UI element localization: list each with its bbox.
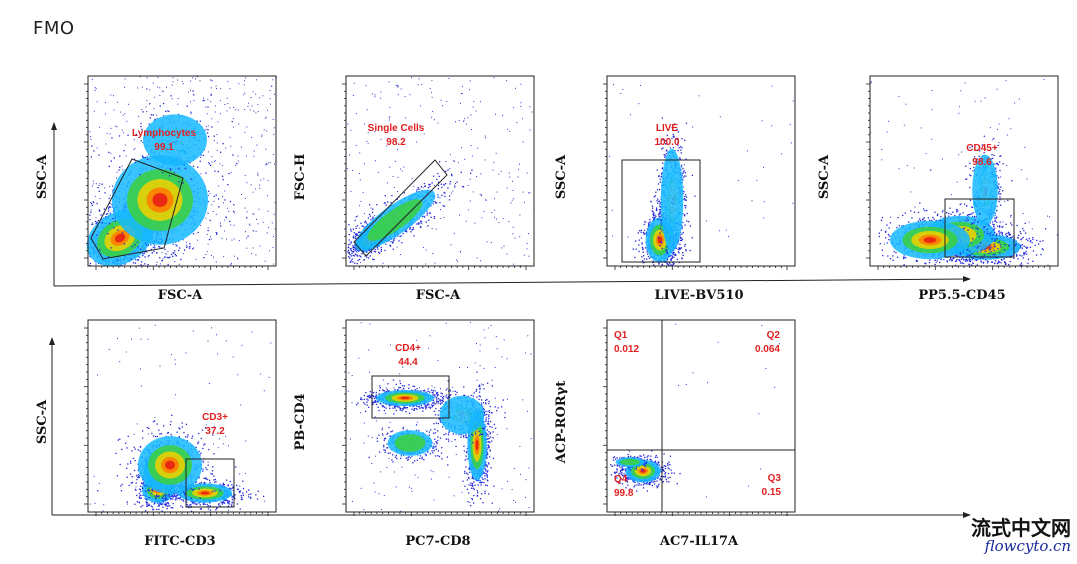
plot-panel: CD4+ 44.4 PC7-CD8 PB-CD4 <box>293 319 535 549</box>
axis-ticks <box>342 83 527 270</box>
watermark-en: flowcyto.cn <box>984 537 1071 555</box>
x-axis-label: FITC-CD3 <box>144 534 215 549</box>
gate-percent: 0.012 <box>614 344 639 355</box>
plot-panel: Single Cells 98.2 FSC-A FSC-H <box>293 75 535 303</box>
gate-percent: 99.1 <box>154 142 174 153</box>
gate-percent: 100.0 <box>654 137 679 148</box>
gate-name: Lymphocytes <box>132 128 197 139</box>
arrowhead-y-row2 <box>49 337 55 345</box>
plot-panel: Lymphocytes 99.1 FSC-A SSC-A <box>35 75 277 303</box>
arrow-x-row1 <box>53 278 967 287</box>
watermark-cn: 流式中文网 <box>971 516 1071 540</box>
gate-rect <box>371 375 450 419</box>
gate-rect <box>944 198 1015 258</box>
x-axis-label: FSC-A <box>416 288 461 303</box>
event-dots <box>346 77 535 267</box>
gate-name: CD3+ <box>202 412 228 423</box>
event-dots <box>347 321 532 513</box>
plot-frame <box>606 75 796 267</box>
event-dots <box>608 84 794 267</box>
arrowhead-y-row1 <box>51 122 57 130</box>
y-axis-label: PB-CD4 <box>293 393 308 450</box>
plot-panel: LIVE 100.0 LIVE-BV510 SSC-A <box>554 75 796 303</box>
event-dots <box>610 323 780 498</box>
gate-percent: 99.8 <box>614 488 634 499</box>
gate-rect <box>185 458 235 508</box>
event-dots <box>870 79 1059 267</box>
arrowhead-x-row1 <box>963 276 971 282</box>
x-axis-label: FSC-A <box>158 288 203 303</box>
axis-ticks <box>84 83 269 270</box>
gate-rect <box>621 159 701 263</box>
gate-name: Single Cells <box>368 123 425 134</box>
gate-name: Q3 <box>768 473 782 484</box>
gate-name: CD45+ <box>966 143 998 154</box>
gate-percent: 37.2 <box>205 426 225 437</box>
gate-name: CD4+ <box>395 343 421 354</box>
x-axis-label: PP5.5-CD45 <box>918 288 1005 303</box>
y-axis-label: ACP-RORγt <box>554 381 569 464</box>
gate-percent: 98.2 <box>386 137 406 148</box>
guide-arrows <box>49 122 971 518</box>
page-title: FMO <box>33 18 75 39</box>
axis-ticks <box>603 83 788 270</box>
y-axis-label: SSC-A <box>35 154 50 199</box>
gate-polygon <box>353 159 448 257</box>
axis-ticks <box>84 327 269 516</box>
y-axis-label: SSC-A <box>35 399 50 444</box>
event-dots <box>89 324 272 512</box>
gate-percent: 98.6 <box>972 157 992 168</box>
y-axis-label: SSC-A <box>554 154 569 199</box>
gate-percent: 0.15 <box>762 487 782 498</box>
axis-ticks <box>342 327 527 516</box>
plot-panel: CD3+ 37.2 FITC-CD3 SSC-A <box>35 319 277 549</box>
x-axis-label: LIVE-BV510 <box>654 288 743 303</box>
y-axis-label: FSC-H <box>293 154 308 201</box>
gate-name: LIVE <box>656 123 679 134</box>
x-axis-label: AC7-IL17A <box>659 534 739 549</box>
gate-percent: 0.064 <box>755 344 780 355</box>
plot-panel: CD45+ 98.6 PP5.5-CD45 SSC-A <box>817 75 1059 303</box>
arrowhead-x-row2 <box>963 512 971 518</box>
gate-name: Q2 <box>767 330 781 341</box>
event-dots <box>86 76 277 267</box>
gate-name: Q4 <box>614 474 628 485</box>
plot-panel: Q1 0.012 Q2 0.064 Q3 0.15 Q4 99.8 AC7-IL17A ACP-R… <box>554 319 796 549</box>
x-axis-label: PC7-CD8 <box>405 534 470 549</box>
axis-ticks <box>866 83 1051 270</box>
y-axis-label: SSC-A <box>817 154 832 199</box>
gate-percent: 44.4 <box>398 357 418 368</box>
gate-name: Q1 <box>614 330 628 341</box>
gate-polygon <box>90 158 184 260</box>
